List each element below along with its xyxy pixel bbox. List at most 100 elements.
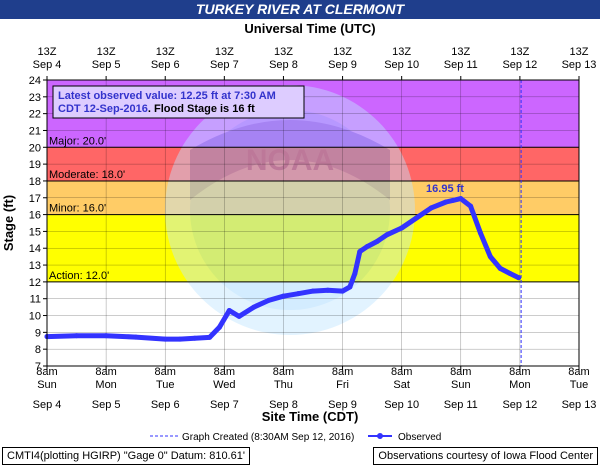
top-tick-hour: 13Z <box>333 46 352 58</box>
observed-point <box>497 265 503 271</box>
top-tick-hour: 13Z <box>392 46 411 58</box>
legend-created: Graph Created (8:30AM Sep 12, 2016) <box>182 432 354 443</box>
bottom-tick-day: Tue <box>156 379 175 391</box>
bottom-tick-date: Sep 12 <box>502 399 537 411</box>
svg-text:CDT 12-Sep-2016. Flood Stage i: CDT 12-Sep-2016. Flood Stage is 16 ft <box>58 103 255 115</box>
bottom-tick-date: Sep 5 <box>92 399 121 411</box>
top-tick-date: Sep 10 <box>384 59 419 71</box>
bottom-tick-hour: 8am <box>450 366 471 378</box>
top-tick-hour: 13Z <box>38 46 57 58</box>
y-tick-label: 17 <box>29 193 41 205</box>
top-tick-hour: 13Z <box>156 46 175 58</box>
y-tick-label: 18 <box>29 176 41 188</box>
bottom-tick-date: Sep 11 <box>444 399 478 411</box>
observed-point <box>162 336 168 342</box>
observed-point <box>266 297 272 303</box>
observed-point <box>310 288 316 294</box>
gauge-datum-info: CMTI4(plotting HGIRP) "Gage 0" Datum: 81… <box>2 447 250 465</box>
observed-point <box>192 335 198 341</box>
observed-series <box>44 80 522 366</box>
observed-point <box>325 287 331 293</box>
observed-point <box>428 205 434 211</box>
y-tick-label: 24 <box>29 75 41 87</box>
bottom-tick-hour: 8am <box>332 366 353 378</box>
flood-category-labels: Action: 12.0' Minor: 16.0' Moderate: 18.0'… <box>49 135 125 282</box>
legend: Graph Created (8:30AM Sep 12, 2016) Obse… <box>150 432 441 443</box>
info-box: Latest observed value: 12.25 ft at 7:30 … <box>52 85 305 119</box>
observed-point <box>207 334 213 340</box>
bottom-tick-day: Sat <box>393 379 410 391</box>
bottom-tick-hour: 8am <box>155 366 176 378</box>
observed-point <box>443 199 449 205</box>
flood-label-major: Major: 20.0' <box>49 135 106 147</box>
top-tick-date: Sep 7 <box>210 59 239 71</box>
bottom-tick-hour: 8am <box>391 366 412 378</box>
observed-point <box>347 284 353 290</box>
top-tick-date: Sep 11 <box>444 59 478 71</box>
observed-point <box>280 293 286 299</box>
bottom-tick-date: Sep 6 <box>151 399 180 411</box>
chart-title: TURKEY RIVER AT CLERMONT <box>0 0 600 19</box>
bottom-tick-date: Sep 9 <box>328 399 357 411</box>
y-tick-label: 9 <box>35 327 41 339</box>
bottom-tick-date: Sep 13 <box>562 399 597 411</box>
observed-point <box>507 270 513 276</box>
bottom-tick-hour: 8am <box>214 366 235 378</box>
observed-point <box>384 232 390 238</box>
observed-point <box>251 304 257 310</box>
observed-point <box>487 254 493 260</box>
top-tick-date: Sep 5 <box>92 59 121 71</box>
y-axis: 7 8 9 10 11 12 13 14 15 16 17 18 19 20 21 22 23 24 <box>29 75 47 373</box>
observed-point <box>236 313 242 319</box>
y-tick-label: 20 <box>29 142 41 154</box>
flood-label-moderate: Moderate: 18.0' <box>49 169 125 181</box>
top-tick-hour: 13Z <box>451 46 470 58</box>
y-tick-label: 10 <box>29 311 41 323</box>
y-tick-label: 15 <box>29 226 41 238</box>
observed-point <box>357 249 363 255</box>
observed-point <box>295 291 301 297</box>
y-tick-label: 16 <box>29 210 41 222</box>
bottom-tick-hour: 8am <box>568 366 589 378</box>
bottom-tick-day: Sun <box>451 379 471 391</box>
top-tick-hour: 13Z <box>570 46 589 58</box>
bottom-tick-day: Fri <box>336 379 349 391</box>
bottom-tick-day: Sun <box>37 379 57 391</box>
info-box-date: CDT 12-Sep-2016 <box>58 103 148 115</box>
observed-point <box>468 203 474 209</box>
legend-observed: Observed <box>398 432 441 443</box>
observed-point <box>516 275 522 281</box>
y-tick-label: 14 <box>29 243 41 255</box>
bottom-tick-day: Wed <box>213 379 235 391</box>
observed-point <box>450 197 456 203</box>
x-axis-label: Site Time (CDT) <box>262 409 359 424</box>
top-tick-date: Sep 9 <box>328 59 357 71</box>
bottom-tick-hour: 8am <box>36 366 57 378</box>
y-tick-label: 19 <box>29 159 41 171</box>
top-tick-date: Sep 6 <box>151 59 180 71</box>
observed-point <box>374 239 380 245</box>
observed-point <box>133 334 139 340</box>
flood-label-action: Action: 12.0' <box>49 270 109 282</box>
info-box-line1: Latest observed value: 12.25 ft at 7:30 … <box>58 90 276 102</box>
bottom-tick-date: Sep 10 <box>384 399 419 411</box>
observations-credit: Observations courtesy of Iowa Flood Cent… <box>373 447 598 465</box>
y-tick-label: 12 <box>29 277 41 289</box>
top-tick-hour: 13Z <box>274 46 293 58</box>
bottom-tick-day: Tue <box>570 379 589 391</box>
observed-point <box>413 215 419 221</box>
observed-point <box>103 333 109 339</box>
bottom-tick-day: Mon <box>95 379 116 391</box>
observed-point <box>352 270 358 276</box>
top-tick-date: Sep 4 <box>33 59 62 71</box>
top-tick-date: Sep 8 <box>269 59 298 71</box>
y-axis-label: Stage (ft) <box>1 195 16 251</box>
y-tick-label: 7 <box>35 361 41 373</box>
y-tick-label: 21 <box>29 125 41 137</box>
y-tick-label: 22 <box>29 109 41 121</box>
top-tick-hour: 13Z <box>510 46 529 58</box>
y-tick-label: 13 <box>29 260 41 272</box>
